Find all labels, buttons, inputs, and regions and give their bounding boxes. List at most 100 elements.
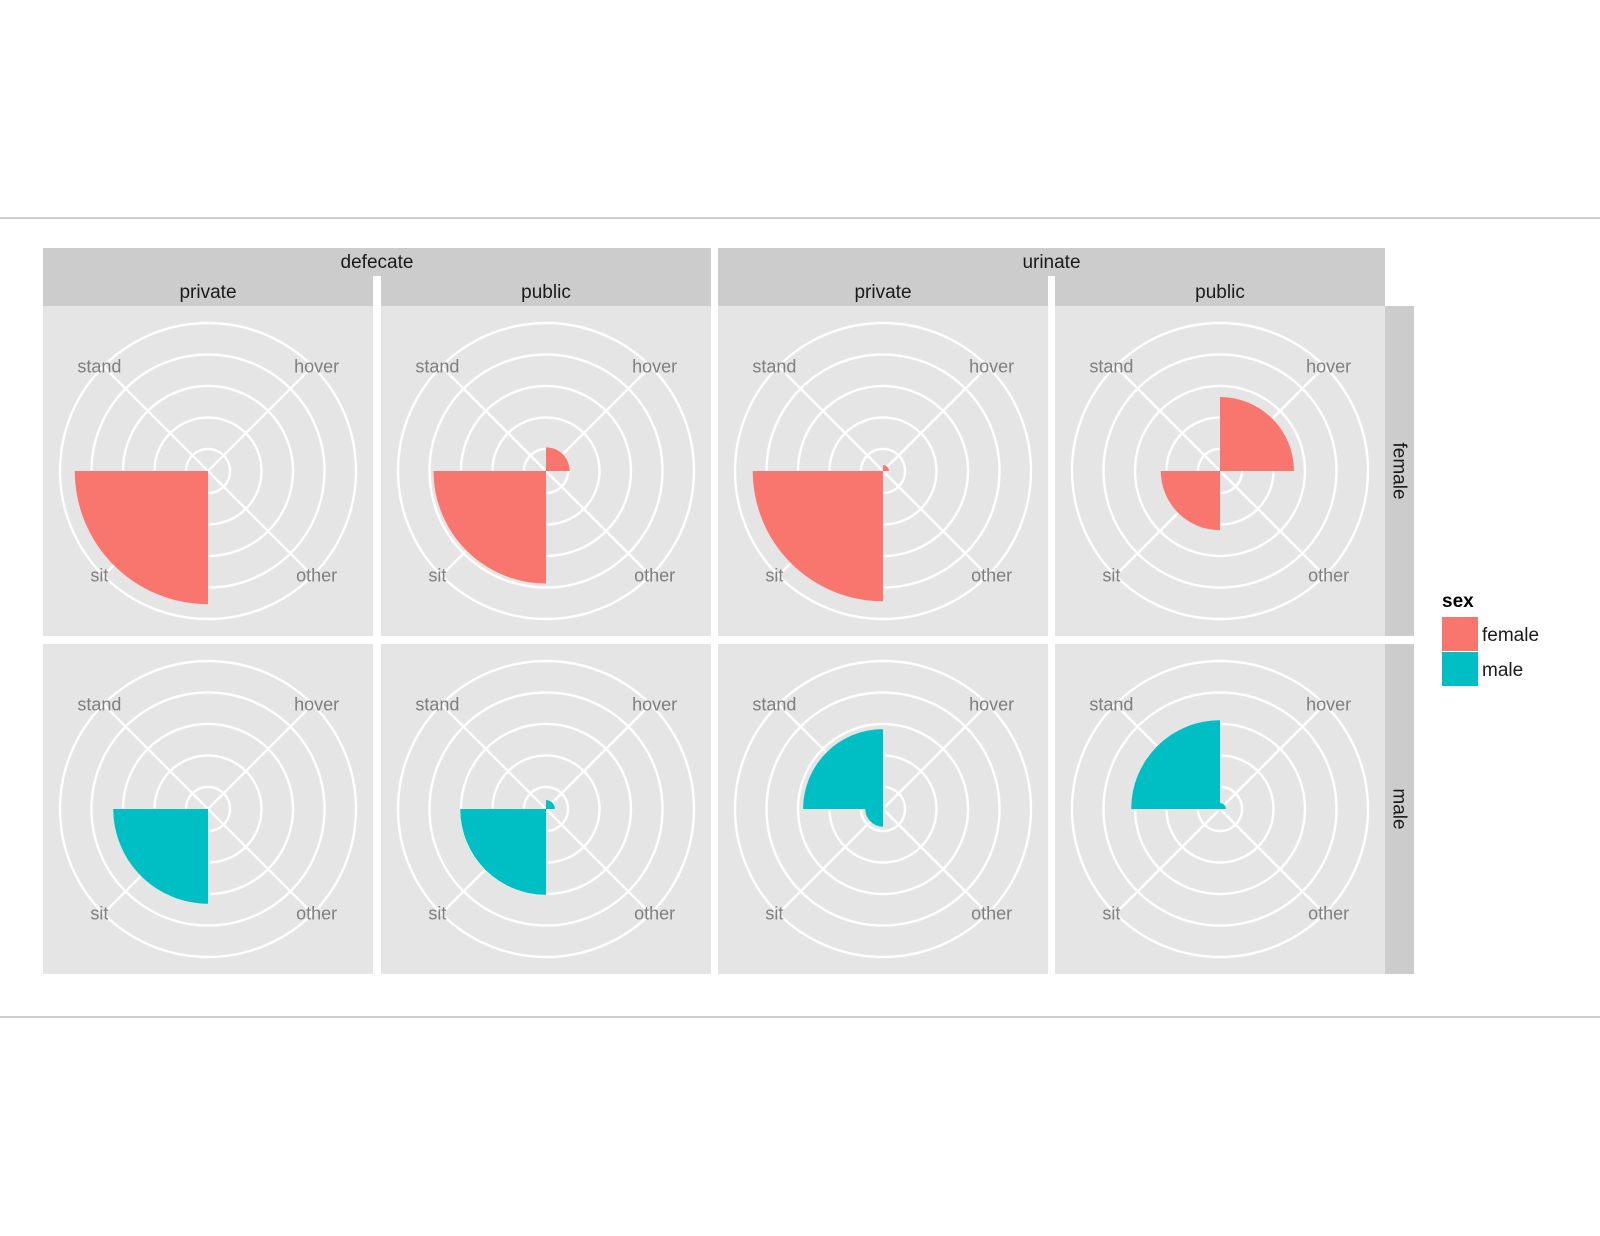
grid-spoke	[1219, 808, 1326, 915]
grid-spoke	[1219, 470, 1326, 577]
category-label-sit: sit	[428, 566, 446, 586]
column-strip-label-private: private	[854, 282, 911, 303]
category-label-sit: sit	[765, 566, 783, 586]
legend-key-female	[1442, 617, 1478, 651]
wedge-hover	[1220, 397, 1294, 471]
grid-circle	[765, 691, 1001, 927]
category-label-sit: sit	[1102, 566, 1120, 586]
wedge-sit	[433, 471, 546, 584]
category-label-hover: hover	[969, 356, 1014, 376]
panel-urinate-private-male: hover other sit stand	[718, 644, 1048, 974]
category-label-hover: hover	[294, 694, 339, 714]
facet-strip-label-urinate: urinate	[1022, 252, 1080, 273]
grid-circle	[58, 659, 358, 959]
panel-urinate-private-female: hover other sit stand	[718, 306, 1048, 636]
category-label-stand: stand	[752, 694, 796, 714]
grid-spoke	[207, 365, 314, 472]
grid-spoke	[882, 808, 989, 915]
column-strip-label-private: private	[179, 282, 236, 303]
category-label-stand: stand	[77, 356, 121, 376]
panel-urinate-public-female: hover other sit stand	[1055, 306, 1385, 636]
column-strip-label-public: public	[521, 282, 571, 303]
grid-circle	[428, 691, 664, 927]
grid-spoke	[882, 470, 989, 577]
column-strip-1	[381, 276, 711, 306]
grid-circle	[58, 321, 358, 621]
grid-spoke	[207, 470, 314, 577]
wedge-sit	[460, 809, 546, 895]
grid-spoke	[545, 808, 652, 915]
grid-spoke	[1114, 365, 1221, 472]
legend-label-male: male	[1482, 660, 1523, 681]
panel-defecate-public-male: hover other sit stand	[381, 644, 711, 974]
grid-spoke	[102, 703, 209, 810]
wedge-stand	[1131, 720, 1220, 809]
wedge-stand	[803, 729, 883, 809]
category-label-hover: hover	[1306, 356, 1351, 376]
facet-strip-urinate	[718, 248, 1385, 276]
grid-spoke	[440, 365, 547, 472]
grid-spoke	[545, 470, 652, 577]
category-label-stand: stand	[77, 694, 121, 714]
grid-spoke	[777, 365, 884, 472]
grid-circle	[1070, 659, 1370, 959]
grid-spoke	[1114, 808, 1221, 915]
panel-defecate-private-female: hover other sit stand	[43, 306, 373, 636]
category-label-other: other	[634, 904, 675, 924]
column-strip-label-public: public	[1195, 282, 1245, 303]
legend-title: sex	[1442, 591, 1474, 612]
category-label-stand: stand	[1089, 694, 1133, 714]
grid-circle	[90, 691, 326, 927]
grid-spoke	[440, 703, 547, 810]
wedge-hover	[546, 800, 555, 809]
grid-spoke	[545, 703, 652, 810]
grid-circle	[733, 659, 1033, 959]
wedge-hover	[1220, 803, 1226, 809]
category-label-stand: stand	[415, 356, 459, 376]
grid-circle	[1070, 321, 1370, 621]
category-label-sit: sit	[428, 904, 446, 924]
wedge-hover	[883, 465, 889, 471]
category-label-other: other	[1308, 904, 1349, 924]
row-strip-female	[1385, 306, 1414, 636]
grid-circle	[733, 321, 1033, 621]
column-strip-0	[43, 276, 373, 306]
category-label-other: other	[1308, 566, 1349, 586]
grid-circle	[396, 659, 696, 959]
category-label-hover: hover	[1306, 694, 1351, 714]
category-label-other: other	[971, 904, 1012, 924]
legend-key-male	[1442, 652, 1478, 686]
wedge-sit	[752, 471, 883, 602]
wedge-sit	[865, 809, 883, 827]
wedge-sit	[74, 471, 208, 605]
category-label-other: other	[971, 566, 1012, 586]
category-label-hover: hover	[632, 356, 677, 376]
facet-strip-label-defecate: defecate	[341, 252, 414, 273]
category-label-hover: hover	[632, 694, 677, 714]
column-strip-2	[718, 276, 1048, 306]
grid-spoke	[882, 703, 989, 810]
grid-spoke	[545, 365, 652, 472]
wedge-hover	[546, 447, 570, 471]
grid-circle	[396, 321, 696, 621]
grid-spoke	[207, 808, 314, 915]
panel-defecate-public-female: hover other sit stand	[381, 306, 711, 636]
grid-circle	[796, 722, 970, 896]
legend: sex female male	[1442, 591, 1539, 686]
column-strip-3	[1055, 276, 1385, 306]
category-label-sit: sit	[1102, 904, 1120, 924]
wedge-sit	[1160, 471, 1220, 531]
grid-spoke	[882, 365, 989, 472]
category-label-hover: hover	[294, 356, 339, 376]
grid-circle	[1102, 353, 1338, 589]
grid-circle	[1133, 384, 1307, 558]
grid-circle	[428, 353, 664, 589]
category-label-other: other	[296, 904, 337, 924]
category-label-hover: hover	[969, 694, 1014, 714]
category-label-other: other	[634, 566, 675, 586]
legend-label-female: female	[1482, 625, 1539, 646]
category-label-sit: sit	[90, 566, 108, 586]
facet-strip-defecate	[43, 248, 711, 276]
row-strip-male	[1385, 644, 1414, 974]
